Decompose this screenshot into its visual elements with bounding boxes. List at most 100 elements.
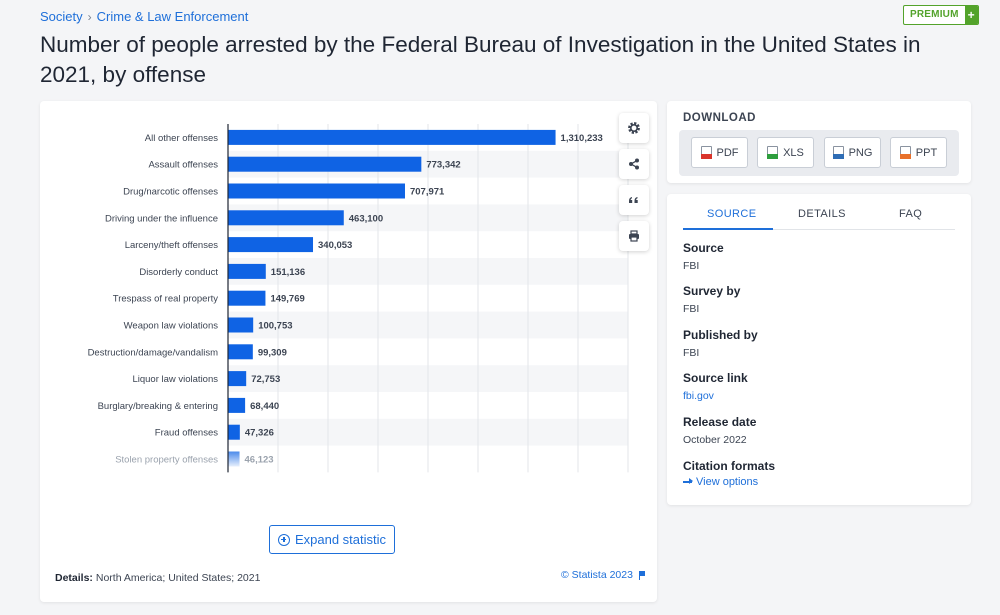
settings-button[interactable] <box>619 113 649 143</box>
category-label: Assault offenses <box>148 160 218 171</box>
category-label: Liquor law violations <box>132 374 218 385</box>
view-options-label: View options <box>696 476 759 488</box>
category-label: Fraud offenses <box>155 428 218 439</box>
value-label: 72,753 <box>251 374 280 385</box>
citation-label: Citation formats <box>683 459 776 473</box>
value-label: 340,053 <box>318 240 352 251</box>
gear-icon <box>628 122 640 134</box>
cite-button[interactable] <box>619 185 649 215</box>
source-link-label: Source link <box>683 371 748 385</box>
bar[interactable] <box>228 397 246 413</box>
bar[interactable] <box>228 317 254 333</box>
premium-badge[interactable]: PREMIUM + <box>903 5 979 25</box>
quote-icon <box>629 197 638 203</box>
value-label: 100,753 <box>258 321 292 332</box>
bar[interactable] <box>228 210 344 226</box>
survey-label: Survey by <box>683 284 741 298</box>
category-label: Drug/narcotic offenses <box>123 187 218 198</box>
source-info-card: SOURCE DETAILS FAQ Source FBI Survey by … <box>667 194 971 505</box>
bar[interactable] <box>228 424 240 440</box>
breadcrumb-society[interactable]: Society <box>40 9 83 24</box>
download-png-button[interactable]: PNG <box>824 137 881 168</box>
value-label: 47,326 <box>245 428 274 439</box>
published-value: FBI <box>683 347 700 359</box>
category-label: All other offenses <box>145 133 218 144</box>
category-label: Larceny/theft offenses <box>125 240 219 251</box>
bar[interactable] <box>228 237 314 253</box>
chart-card: All other offenses 1,310,233 Assault offen… <box>40 101 657 602</box>
source-label: Source <box>683 241 724 255</box>
tab-details[interactable]: DETAILS <box>798 208 846 220</box>
value-label: 149,769 <box>270 294 304 305</box>
breadcrumb-crime[interactable]: Crime & Law Enforcement <box>96 9 249 24</box>
print-button[interactable] <box>619 221 649 251</box>
bar[interactable] <box>228 371 247 387</box>
download-pdf-button[interactable]: PDF <box>691 137 748 168</box>
tab-source[interactable]: SOURCE <box>707 208 757 220</box>
download-buttons: PDF XLS PNG PPT <box>679 130 959 176</box>
flag-icon <box>638 570 646 580</box>
release-date-value: October 2022 <box>683 434 747 446</box>
published-label: Published by <box>683 328 758 342</box>
print-icon <box>629 230 639 242</box>
bar[interactable] <box>228 156 422 172</box>
bar[interactable] <box>228 451 240 467</box>
category-label: Destruction/damage/vandalism <box>88 347 219 358</box>
release-date-label: Release date <box>683 415 757 429</box>
download-pdf-label: PDF <box>716 146 739 159</box>
value-label: 773,342 <box>426 160 460 171</box>
bar[interactable] <box>228 344 253 360</box>
page-title: Number of people arrested by the Federal… <box>40 32 921 87</box>
source-link[interactable]: fbi.gov <box>683 390 714 402</box>
premium-label: PREMIUM <box>910 9 959 20</box>
bar[interactable] <box>228 290 266 306</box>
value-label: 463,100 <box>349 213 383 224</box>
tab-faq[interactable]: FAQ <box>899 208 923 220</box>
statista-copyright[interactable]: © Statista 2023 <box>561 569 646 581</box>
bar-chart: All other offenses 1,310,233 Assault offen… <box>88 124 629 473</box>
category-label: Weapon law violations <box>124 321 219 332</box>
xls-file-icon <box>767 146 779 159</box>
category-label: Driving under the influence <box>105 213 218 224</box>
copyright-text: © Statista 2023 <box>561 569 633 581</box>
arrow-right-icon <box>683 477 693 486</box>
expand-statistic-button[interactable]: Expand statistic <box>269 525 395 554</box>
value-label: 707,971 <box>410 187 445 198</box>
view-options-link[interactable]: View options <box>683 476 758 488</box>
pdf-file-icon <box>700 146 712 159</box>
category-label: Burglary/breaking & entering <box>98 401 218 412</box>
category-label: Disorderly conduct <box>139 267 218 278</box>
breadcrumb-separator: › <box>87 9 92 24</box>
download-xls-label: XLS <box>783 146 804 159</box>
download-card: DOWNLOAD PDF XLS PNG PPT <box>667 101 971 183</box>
download-png-label: PNG <box>848 146 873 159</box>
source-value: FBI <box>683 260 700 272</box>
value-label: 1,310,233 <box>561 133 603 144</box>
premium-plus-icon: + <box>964 6 978 24</box>
png-file-icon <box>832 146 844 159</box>
value-label: 46,123 <box>245 455 274 466</box>
download-xls-button[interactable]: XLS <box>757 137 814 168</box>
share-icon <box>629 158 639 170</box>
ppt-file-icon <box>899 146 911 159</box>
value-label: 151,136 <box>271 267 305 278</box>
active-tab-indicator <box>683 228 773 230</box>
bar[interactable] <box>228 129 556 145</box>
value-label: 68,440 <box>250 401 279 412</box>
category-label: Stolen property offenses <box>115 455 218 466</box>
chart-details: Details: North America; United States; 2… <box>55 572 260 584</box>
bar[interactable] <box>228 183 405 199</box>
details-text: North America; United States; 2021 <box>95 572 261 584</box>
expand-statistic-label: Expand statistic <box>294 532 387 547</box>
download-title: DOWNLOAD <box>683 112 756 124</box>
share-button[interactable] <box>619 149 649 179</box>
value-label: 99,309 <box>258 347 287 358</box>
info-tabs: SOURCE DETAILS FAQ <box>683 208 955 230</box>
survey-value: FBI <box>683 303 700 315</box>
category-label: Trespass of real property <box>113 294 218 305</box>
download-ppt-button[interactable]: PPT <box>890 137 947 168</box>
breadcrumb: Society › Crime & Law Enforcement <box>40 9 248 24</box>
details-label: Details: <box>55 572 93 584</box>
plus-circle-icon <box>277 533 290 546</box>
bar[interactable] <box>228 263 266 279</box>
